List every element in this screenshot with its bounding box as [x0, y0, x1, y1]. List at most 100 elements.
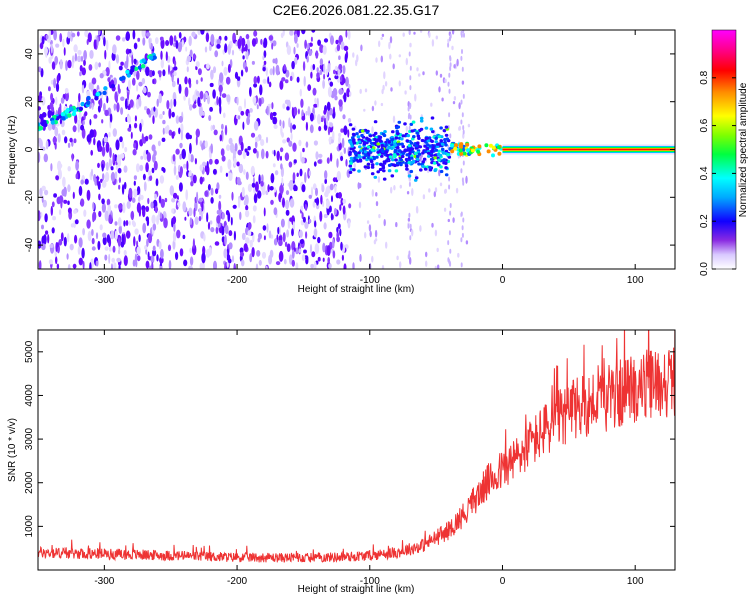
spectrogram-noise-cell — [212, 89, 216, 99]
spectrogram-noise-cell — [326, 101, 331, 112]
spectrogram-noise-cell — [438, 86, 441, 93]
spectrogram-noise-cell — [209, 82, 214, 88]
spectrogram-noise-cell — [44, 189, 49, 196]
spectrogram-noise-cell — [278, 250, 284, 262]
spectrogram-noise-cell — [308, 219, 312, 224]
spectrogram-noise-cell — [301, 254, 306, 262]
snr-y-tick-label: 4000 — [24, 384, 35, 407]
spectrogram-blob-cell — [415, 157, 420, 161]
spectrogram-noise-cell — [208, 158, 213, 165]
spectrogram-noise-cell — [290, 132, 293, 141]
spectrogram-noise-cell — [274, 57, 278, 65]
spectrogram-streak-cell — [460, 32, 463, 38]
spectrogram-blob-cell — [358, 159, 363, 163]
spectrogram-noise-cell — [245, 237, 250, 244]
spectrogram-noise-cell — [82, 228, 85, 236]
spectrogram-noise-cell — [419, 30, 423, 33]
spectrogram-transition-cell — [488, 143, 493, 148]
spectrogram-noise-cell — [305, 121, 308, 131]
spectrogram-noise-cell — [326, 245, 331, 257]
spectrogram-blob-cell — [446, 153, 450, 157]
spectrogram-noise-cell — [277, 226, 280, 235]
spectrogram-noise-cell — [245, 205, 249, 211]
spectrogram-noise-cell — [308, 49, 313, 57]
spectrogram-noise-cell — [221, 93, 227, 98]
spectrogram-streak-cell — [462, 180, 465, 186]
spectrogram-noise-cell — [245, 66, 248, 73]
spectrogram-noise-cell — [327, 126, 331, 136]
spectrogram-y-tick-label: -20 — [24, 190, 35, 205]
spectrogram-streak-cell — [409, 235, 412, 241]
spectrogram-noise-cell — [171, 72, 174, 83]
spectrogram-blob-cell — [423, 144, 427, 148]
spectrogram-noise-cell — [104, 246, 109, 251]
spectrogram-noise-cell — [168, 129, 173, 136]
spectrogram-blob-cell — [434, 136, 439, 140]
spectrogram-noise-cell — [93, 114, 98, 119]
spectrogram-noise-cell — [144, 106, 148, 111]
spectrogram-noise-cell — [262, 67, 266, 72]
spectrogram-noise-cell — [235, 41, 239, 47]
spectrogram-blob-cell — [352, 138, 356, 142]
spectrogram-noise-cell — [206, 63, 210, 70]
spectrogram-blob-cell — [430, 149, 434, 154]
spectrogram-noise-cell — [183, 95, 186, 101]
spectrogram-noise-cell — [44, 46, 48, 56]
spectrogram-noise-cell — [89, 49, 94, 59]
spectrogram-noise-cell — [101, 198, 105, 205]
spectrogram-noise-cell — [305, 141, 309, 148]
spectrogram-noise-cell — [45, 230, 49, 235]
spectrogram-noise-cell — [285, 209, 290, 216]
spectrogram-noise-cell — [384, 81, 388, 87]
spectrogram-blob-cell — [399, 158, 404, 162]
spectrogram-noise-cell — [299, 168, 303, 177]
spectrogram-noise-cell — [296, 30, 300, 38]
spectrogram-noise-cell — [346, 88, 350, 98]
spectrogram-streak-cell — [407, 223, 410, 229]
spectrogram-noise-cell — [160, 198, 165, 208]
spectrogram-noise-cell — [256, 250, 261, 257]
spectrogram-blob-cell — [433, 168, 438, 173]
spectrogram-noise-cell — [244, 98, 246, 109]
spectrogram-noise-cell — [196, 191, 199, 203]
spectrogram-blob-cell — [358, 145, 362, 149]
spectrogram-noise-cell — [301, 30, 306, 35]
spectrogram-noise-cell — [49, 101, 54, 110]
spectrogram-noise-cell — [208, 115, 212, 121]
spectrogram-noise-cell — [146, 218, 150, 227]
spectrogram-noise-cell — [205, 32, 210, 43]
spectrogram-noise-cell — [262, 225, 267, 231]
spectrogram-noise-cell — [109, 113, 113, 123]
spectrogram-noise-cell — [199, 164, 204, 172]
spectrogram-noise-cell — [226, 94, 231, 103]
spectrogram-noise-cell — [91, 229, 94, 236]
spectrogram-blob-cell — [372, 156, 377, 160]
spectrogram-noise-cell — [343, 125, 348, 136]
spectrogram-noise-cell — [81, 128, 86, 139]
spectrogram-blob-cell — [373, 175, 378, 179]
spectrogram-noise-cell — [441, 97, 444, 102]
spectrogram-noise-cell — [281, 132, 284, 138]
spectrogram-noise-cell — [340, 41, 345, 50]
spectrogram-noise-cell — [189, 142, 192, 154]
spectrogram-streak-cell — [409, 85, 412, 91]
spectrogram-noise-cell — [108, 246, 112, 252]
spectrogram-blob-cell — [351, 132, 356, 136]
spectrogram-noise-cell — [132, 259, 136, 267]
spectrogram-noise-cell — [245, 33, 250, 40]
spectrogram-noise-cell — [87, 230, 92, 242]
spectrogram-streak-cell — [407, 254, 410, 260]
spectrogram-noise-cell — [295, 185, 298, 192]
spectrogram-noise-cell — [94, 178, 98, 186]
spectrogram-noise-cell — [320, 194, 323, 205]
spectrogram-noise-cell — [328, 231, 333, 239]
spectrogram-noise-cell — [161, 137, 166, 142]
spectrogram-blob-cell — [414, 144, 419, 148]
spectrogram-streak-cell — [462, 125, 465, 131]
spectrogram-noise-cell — [249, 239, 253, 248]
spectrogram-streak-cell — [447, 240, 450, 246]
spectrogram-noise-cell — [253, 83, 258, 88]
spectrogram-blob-cell — [404, 161, 409, 166]
spectrogram-noise-cell — [153, 160, 158, 171]
